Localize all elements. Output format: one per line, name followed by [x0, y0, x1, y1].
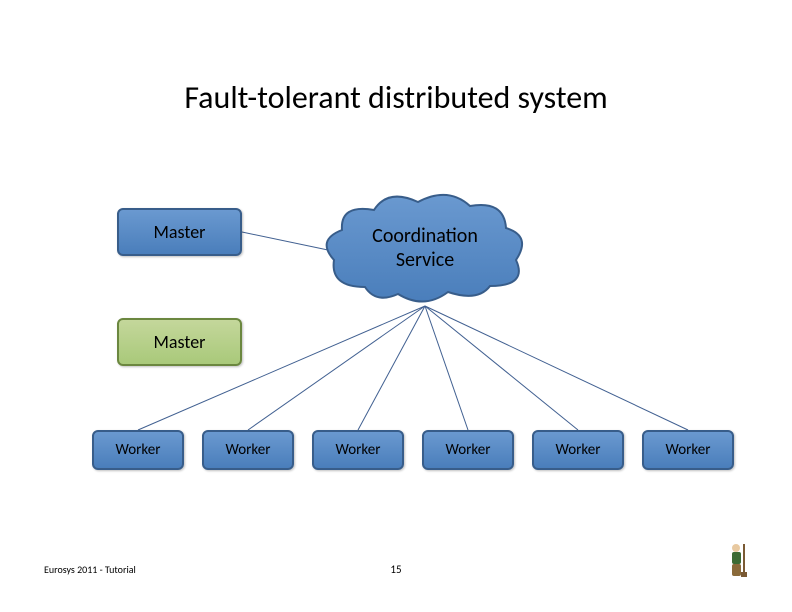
- worker-label-4: Worker: [556, 441, 601, 459]
- worker-box-1: Worker: [202, 430, 294, 470]
- coordination-cloud-label: Coordination Service: [320, 224, 530, 272]
- master-primary-label: Master: [154, 221, 206, 243]
- worker-label-2: Worker: [336, 441, 381, 459]
- cloud-label-line1: Coordination: [320, 224, 530, 248]
- worker-box-3: Worker: [422, 430, 514, 470]
- master-primary-box: Master: [117, 208, 242, 256]
- master-standby-box: Master: [117, 318, 242, 366]
- worker-box-2: Worker: [312, 430, 404, 470]
- worker-label-1: Worker: [226, 441, 271, 459]
- worker-label-3: Worker: [446, 441, 491, 459]
- worker-label-5: Worker: [666, 441, 711, 459]
- master-standby-label: Master: [154, 331, 206, 353]
- slide-title: Fault-tolerant distributed system: [0, 78, 792, 117]
- worker-box-0: Worker: [92, 430, 184, 470]
- mascot-icon: [726, 542, 750, 582]
- slide: Fault-tolerant distributed system Coordi…: [0, 0, 792, 612]
- worker-box-4: Worker: [532, 430, 624, 470]
- worker-label-0: Worker: [116, 441, 161, 459]
- worker-box-5: Worker: [642, 430, 734, 470]
- page-number: 15: [0, 563, 792, 576]
- cloud-label-line2: Service: [320, 248, 530, 272]
